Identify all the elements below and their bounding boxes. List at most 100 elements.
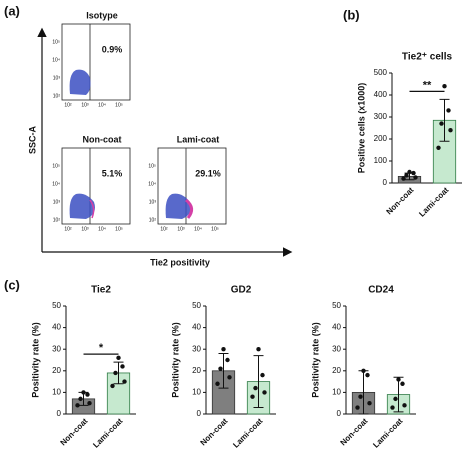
x-tick-label: Lami-coat bbox=[231, 416, 264, 449]
y-tick-label: 0 bbox=[383, 178, 388, 187]
flow-plot bbox=[61, 23, 131, 101]
y-tick-label: 30 bbox=[332, 344, 341, 353]
panel-label: (b) bbox=[343, 7, 360, 22]
data-point bbox=[365, 372, 370, 378]
y-tick-label: 0 bbox=[197, 409, 202, 418]
y-tick-label: 300 bbox=[374, 112, 388, 121]
y-tick-label: 40 bbox=[52, 323, 61, 332]
data-point bbox=[120, 364, 125, 369]
data-point bbox=[355, 405, 360, 410]
data-point bbox=[393, 396, 398, 402]
y-axis-label: Positivity rate (%) bbox=[170, 322, 180, 398]
y-axis-label: Positive cells (x1000) bbox=[356, 83, 366, 174]
data-point bbox=[436, 145, 441, 150]
data-point bbox=[400, 381, 405, 386]
data-point bbox=[75, 403, 80, 408]
cell-cloud bbox=[165, 193, 191, 219]
x-tick-label: Lami-coat bbox=[371, 416, 404, 449]
data-point bbox=[253, 385, 258, 391]
chart-title: GD2 bbox=[231, 285, 252, 296]
flow-y-tick: 10⁵ bbox=[148, 163, 156, 169]
y-tick-label: 50 bbox=[52, 301, 61, 310]
y-axis-label: SSC-A bbox=[27, 126, 37, 155]
flow-y-tick: 10³ bbox=[149, 199, 157, 205]
flow-y-tick: 10² bbox=[53, 93, 61, 99]
flow-y-tick: 10³ bbox=[53, 199, 61, 205]
flow-x-tick: 10⁴ bbox=[194, 226, 202, 232]
y-tick-label: 200 bbox=[374, 134, 388, 143]
y-tick-label: 10 bbox=[332, 388, 341, 397]
significance-label: ** bbox=[423, 79, 432, 91]
chart-title: Tie2⁺ cells bbox=[402, 52, 453, 63]
flow-percentage: 29.1% bbox=[195, 168, 221, 178]
flow-title: Isotype bbox=[86, 10, 118, 20]
flow-y-tick: 10⁵ bbox=[52, 39, 60, 45]
flow-y-tick: 10³ bbox=[53, 75, 61, 81]
data-point bbox=[221, 347, 226, 352]
data-point bbox=[250, 394, 255, 399]
panel-label: (c) bbox=[4, 277, 20, 292]
y-tick-label: 50 bbox=[332, 301, 341, 310]
flow-y-tick: 10⁴ bbox=[52, 181, 60, 187]
positive-cells bbox=[89, 199, 95, 219]
data-point bbox=[262, 390, 267, 395]
x-tick-label: Non-coat bbox=[59, 416, 90, 447]
flow-x-tick: 10² bbox=[64, 102, 72, 108]
data-point bbox=[361, 368, 366, 373]
x-tick-label: Non-coat bbox=[385, 185, 416, 216]
data-point bbox=[225, 357, 230, 363]
data-point bbox=[448, 128, 453, 133]
data-point bbox=[260, 372, 265, 378]
data-point bbox=[110, 383, 115, 389]
data-point bbox=[113, 370, 118, 376]
data-point bbox=[218, 366, 223, 371]
y-tick-label: 50 bbox=[192, 301, 201, 310]
data-point bbox=[404, 173, 409, 178]
flow-x-tick: 10² bbox=[64, 226, 72, 232]
panel-label: (a) bbox=[4, 3, 20, 18]
data-point bbox=[116, 355, 121, 361]
x-axis-label: Tie2 positivity bbox=[150, 257, 210, 267]
flow-y-tick: 10² bbox=[149, 217, 157, 223]
data-point bbox=[442, 84, 447, 89]
y-axis-label: Positivity rate (%) bbox=[30, 322, 40, 398]
significance-label: * bbox=[99, 342, 104, 354]
flow-title: Lami-coat bbox=[177, 134, 220, 144]
flow-x-tick: 10⁵ bbox=[115, 226, 123, 232]
error-bar bbox=[253, 355, 264, 409]
flow-x-tick: 10³ bbox=[81, 102, 89, 108]
y-tick-label: 400 bbox=[374, 90, 388, 99]
y-tick-label: 10 bbox=[192, 388, 201, 397]
y-tick-label: 40 bbox=[192, 323, 201, 332]
data-point bbox=[85, 392, 90, 397]
y-tick-label: 30 bbox=[52, 344, 61, 353]
flow-x-tick: 10² bbox=[160, 226, 168, 232]
y-tick-label: 20 bbox=[332, 366, 341, 375]
flow-title: Non-coat bbox=[83, 134, 122, 144]
error-bar bbox=[218, 353, 229, 389]
y-tick-label: 0 bbox=[337, 409, 342, 418]
flow-x-tick: 10⁴ bbox=[98, 102, 106, 108]
x-tick-label: Lami-coat bbox=[417, 185, 450, 218]
x-tick-label: Non-coat bbox=[339, 416, 370, 447]
flow-y-tick: 10⁵ bbox=[52, 163, 60, 169]
y-tick-label: 0 bbox=[57, 409, 62, 418]
cell-cloud bbox=[69, 193, 95, 219]
y-tick-label: 10 bbox=[52, 388, 61, 397]
data-point bbox=[439, 121, 444, 126]
chart-title: Tie2 bbox=[91, 285, 111, 296]
flow-x-tick: 10⁵ bbox=[115, 102, 123, 108]
chart-title: CD24 bbox=[368, 285, 394, 296]
positive-cells bbox=[185, 198, 193, 219]
flow-percentage: 0.9% bbox=[102, 44, 123, 54]
data-point bbox=[81, 390, 86, 395]
data-point bbox=[411, 170, 416, 176]
data-point bbox=[256, 347, 261, 352]
flow-x-tick: 10⁵ bbox=[211, 226, 219, 232]
data-point bbox=[87, 401, 92, 406]
data-point bbox=[122, 379, 127, 384]
cell-cloud bbox=[69, 69, 91, 95]
data-point bbox=[407, 169, 412, 175]
y-tick-label: 20 bbox=[192, 366, 201, 375]
